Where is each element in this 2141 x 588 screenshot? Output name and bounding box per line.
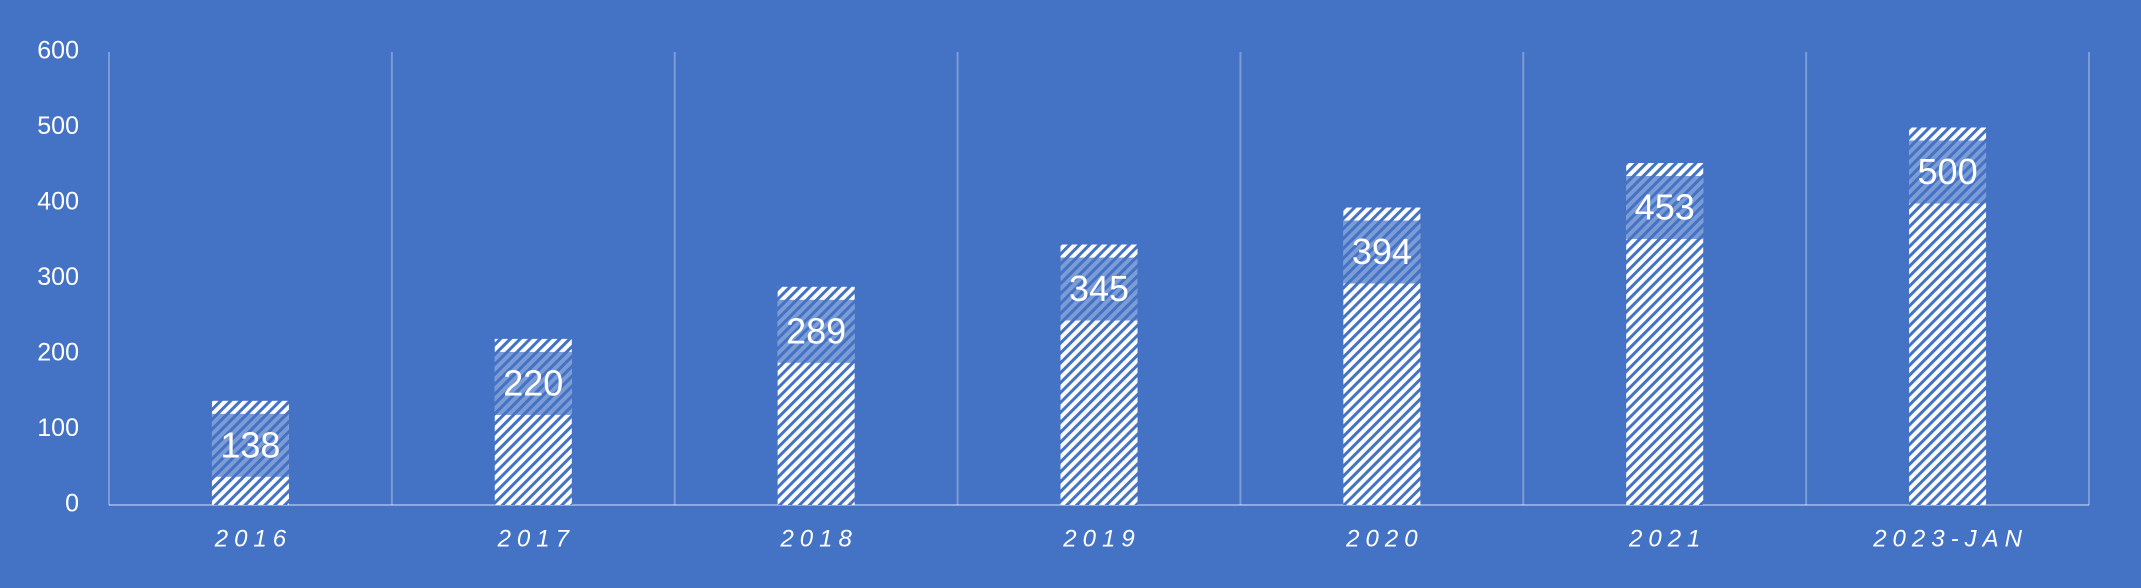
y-tick-label: 0 bbox=[65, 490, 79, 518]
x-tick-label: 2018 bbox=[779, 525, 857, 552]
data-label: 220 bbox=[503, 362, 563, 403]
data-label: 394 bbox=[1352, 231, 1412, 272]
data-label-box bbox=[1626, 175, 1704, 239]
y-tick-label: 100 bbox=[37, 414, 79, 442]
data-label-box bbox=[1060, 257, 1138, 321]
data-label-box bbox=[211, 413, 289, 477]
x-tick-label: 2016 bbox=[214, 525, 292, 552]
data-label: 289 bbox=[786, 310, 846, 351]
data-label: 500 bbox=[1918, 151, 1978, 192]
data-label-box bbox=[1343, 220, 1421, 284]
data-label-box bbox=[494, 351, 572, 415]
x-tick-label: 2023-JAN bbox=[1872, 525, 2028, 552]
x-tick-label: 2020 bbox=[1345, 525, 1423, 552]
data-label: 453 bbox=[1635, 187, 1695, 228]
x-tick-label: 2021 bbox=[1628, 525, 1706, 552]
data-label: 138 bbox=[220, 424, 280, 465]
y-tick-label: 600 bbox=[37, 37, 79, 65]
data-label: 345 bbox=[1069, 268, 1129, 309]
y-tick-label: 300 bbox=[37, 263, 79, 291]
y-tick-label: 500 bbox=[37, 112, 79, 140]
data-label-box bbox=[777, 299, 855, 363]
y-tick-label: 200 bbox=[37, 339, 79, 367]
data-label-box bbox=[1909, 140, 1987, 204]
y-tick-label: 400 bbox=[37, 188, 79, 216]
x-tick-label: 2017 bbox=[497, 525, 575, 552]
x-tick-label: 2019 bbox=[1062, 525, 1140, 552]
